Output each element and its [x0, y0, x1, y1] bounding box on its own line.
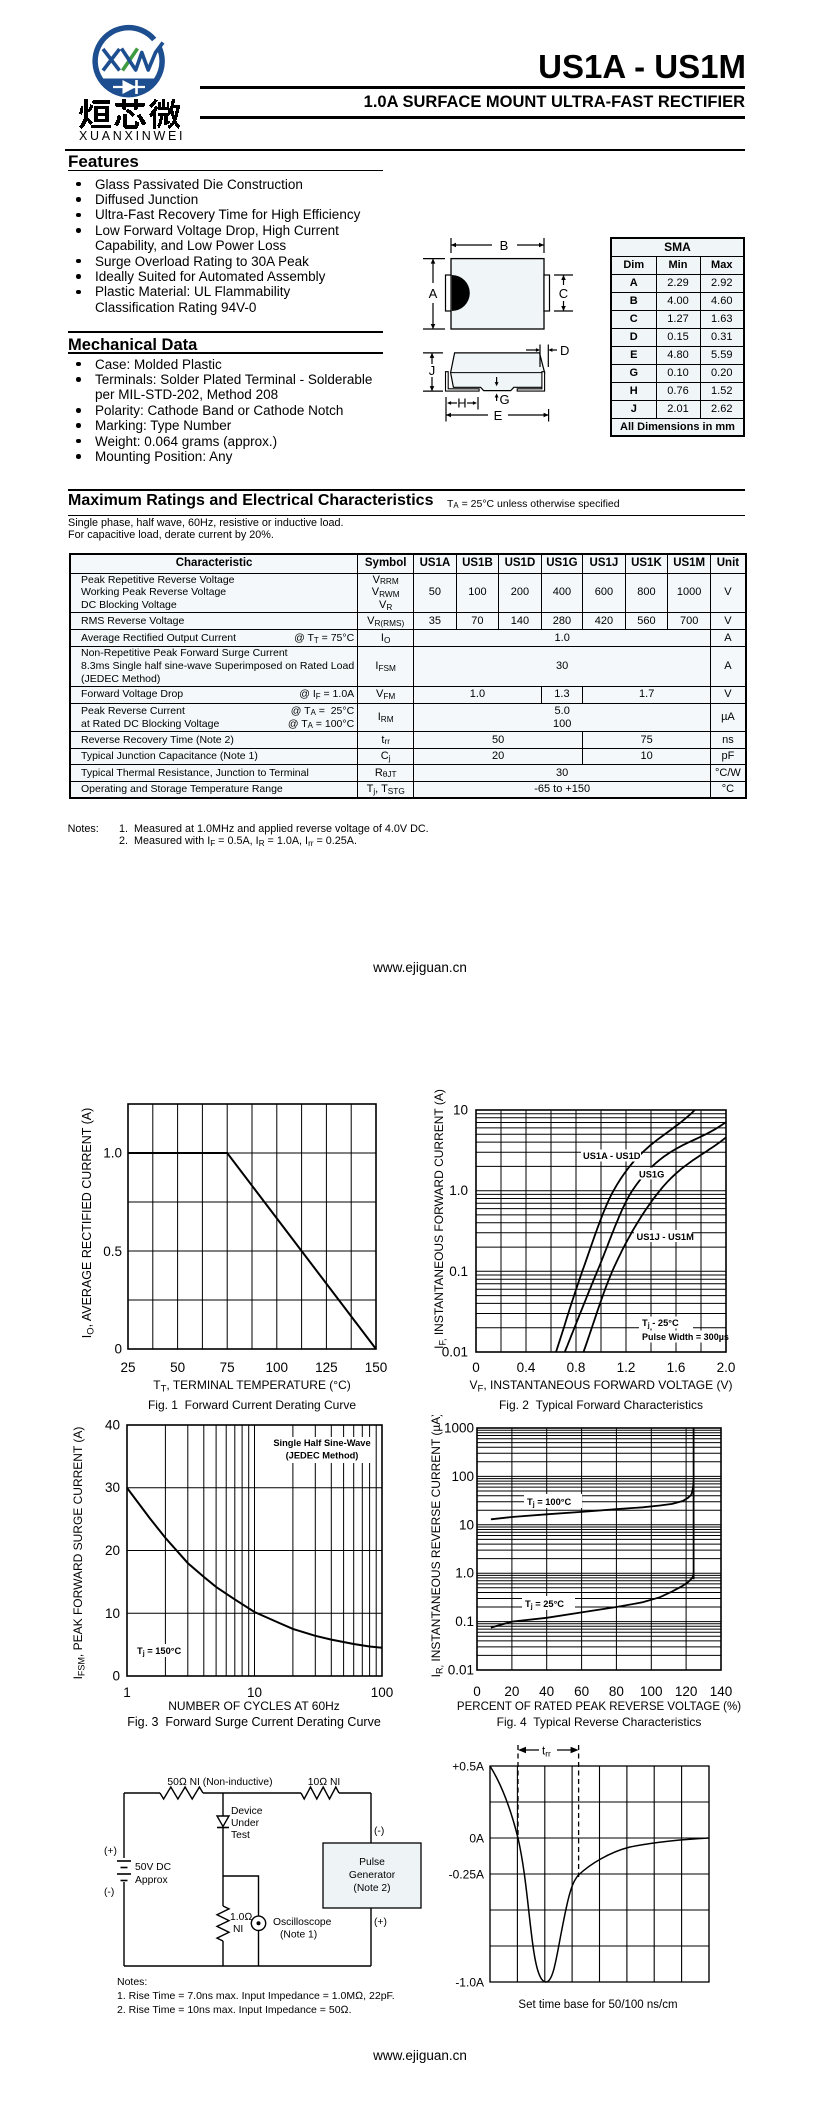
svg-text:VF, INSTANTANEOUS FORWARD VOLT: VF, INSTANTANEOUS FORWARD VOLTAGE (V)	[470, 1378, 733, 1395]
svg-text:US1A - US1D: US1A - US1D	[583, 1151, 641, 1161]
svg-text:120: 120	[675, 1684, 698, 1699]
svg-text:H: H	[457, 396, 466, 411]
svg-text:Pulse: Pulse	[359, 1857, 385, 1868]
svg-text:0.1: 0.1	[455, 1614, 474, 1629]
svg-text:XUANXINWEI: XUANXINWEI	[79, 129, 185, 143]
svg-text:10Ω NI: 10Ω NI	[308, 1777, 341, 1788]
svg-text:50Ω NI (Non-inductive): 50Ω NI (Non-inductive)	[167, 1777, 272, 1788]
svg-text:100: 100	[451, 1469, 474, 1484]
svg-text:25: 25	[120, 1360, 135, 1375]
svg-text:50V DC: 50V DC	[135, 1862, 172, 1873]
svg-text:Fig. 2 Typical Forward Charac: Fig. 2 Typical Forward Characteristics	[499, 1398, 703, 1412]
svg-text:IR, INSTANTANEOUS REVERSE CURR: IR, INSTANTANEOUS REVERSE CURRENT (µA)	[429, 1415, 445, 1677]
svg-text:NUMBER OF CYCLES AT 60Hz: NUMBER OF CYCLES AT 60Hz	[168, 1699, 340, 1713]
svg-text:B: B	[500, 238, 509, 253]
svg-text:100: 100	[266, 1360, 289, 1375]
svg-text:Fig. 3 Forward Surge Current: Fig. 3 Forward Surge Current Derating Cu…	[127, 1715, 381, 1729]
svg-text:IO, AVERAGE RECTIFIED CURRENT: IO, AVERAGE RECTIFIED CURRENT (A)	[80, 1108, 97, 1339]
svg-text:1.0Ω: 1.0Ω	[230, 1912, 252, 1923]
svg-text:Tj = 100°C: Tj = 100°C	[527, 1497, 571, 1509]
svg-text:150: 150	[365, 1360, 388, 1375]
svg-text:Fig. 4 Typical Reverse Charac: Fig. 4 Typical Reverse Characteristics	[497, 1715, 702, 1729]
svg-text:Notes:: Notes:	[117, 1976, 147, 1988]
svg-text:Generator: Generator	[349, 1870, 396, 1881]
svg-text:40: 40	[105, 1418, 120, 1433]
svg-text:Tj - 25°C: Tj - 25°C	[642, 1318, 679, 1330]
svg-text:1.2: 1.2	[617, 1360, 636, 1375]
svg-text:20: 20	[105, 1543, 120, 1558]
svg-text:Device: Device	[231, 1806, 263, 1817]
svg-text:0.01: 0.01	[448, 1663, 474, 1678]
svg-text:10: 10	[247, 1685, 262, 1700]
svg-text:125: 125	[315, 1360, 338, 1375]
svg-text:0.4: 0.4	[517, 1360, 536, 1375]
svg-text:Under: Under	[231, 1818, 260, 1829]
svg-text:1.0: 1.0	[449, 1183, 468, 1198]
svg-text:1: 1	[123, 1685, 131, 1700]
svg-text:US1J - US1M: US1J - US1M	[637, 1232, 695, 1242]
svg-text:Fig. 1 Forward Current Derati: Fig. 1 Forward Current Derating Curve	[148, 1398, 356, 1412]
svg-text:(-): (-)	[104, 1887, 114, 1898]
svg-text:50: 50	[170, 1360, 185, 1375]
svg-text:A: A	[429, 286, 438, 301]
svg-text:(+): (+)	[104, 1846, 117, 1857]
svg-text:40: 40	[539, 1684, 554, 1699]
svg-text:2. Rise Time = 10ns max. Input: 2. Rise Time = 10ns max. Input Impedance…	[117, 2004, 352, 2016]
svg-text:10: 10	[459, 1517, 474, 1532]
svg-text:Tj = 150°C: Tj = 150°C	[137, 1646, 181, 1658]
svg-text:0.5: 0.5	[103, 1244, 122, 1259]
svg-text:20: 20	[504, 1684, 519, 1699]
svg-text:0.8: 0.8	[567, 1360, 586, 1375]
svg-text:Test: Test	[231, 1830, 250, 1841]
svg-text:0: 0	[473, 1684, 481, 1699]
svg-text:10: 10	[453, 1103, 468, 1118]
svg-text:G: G	[500, 392, 510, 407]
svg-text:2.0: 2.0	[717, 1360, 736, 1375]
svg-text:Tj = 25°C: Tj = 25°C	[525, 1599, 564, 1611]
svg-text:60: 60	[574, 1684, 589, 1699]
svg-text:(JEDEC Method): (JEDEC Method)	[286, 1451, 359, 1461]
svg-text:100: 100	[371, 1685, 394, 1700]
svg-text:30: 30	[105, 1480, 120, 1495]
svg-text:Pulse Width = 300µs: Pulse Width = 300µs	[642, 1332, 729, 1342]
svg-text:100: 100	[640, 1684, 663, 1699]
svg-text:Approx: Approx	[135, 1875, 168, 1886]
svg-text:TT, TERMINAL TEMPERATURE (°C): TT, TERMINAL TEMPERATURE (°C)	[153, 1378, 351, 1395]
svg-text:Set time base for 50/100 ns/cm: Set time base for 50/100 ns/cm	[518, 1999, 677, 2011]
svg-text:1.0: 1.0	[103, 1146, 122, 1161]
svg-text:NI: NI	[233, 1924, 243, 1935]
svg-text:0: 0	[114, 1342, 122, 1357]
svg-text:Single Half Sine-Wave: Single Half Sine-Wave	[273, 1438, 370, 1448]
svg-text:0A: 0A	[469, 1832, 484, 1846]
svg-text:1000: 1000	[444, 1421, 474, 1436]
svg-text:C: C	[559, 286, 568, 301]
svg-text:(Note 1): (Note 1)	[280, 1930, 317, 1941]
svg-text:+0.5A: +0.5A	[452, 1760, 484, 1774]
svg-text:0: 0	[112, 1669, 120, 1684]
svg-text:1. Rise Time = 7.0ns max. Inpu: 1. Rise Time = 7.0ns max. Input Impedanc…	[117, 1990, 395, 2002]
svg-text:-1.0A: -1.0A	[455, 1976, 484, 1990]
svg-text:IF, INSTANTANEOUS FORWARD CURR: IF, INSTANTANEOUS FORWARD CURRENT (A)	[432, 1089, 448, 1349]
svg-text:0.01: 0.01	[442, 1345, 468, 1360]
svg-text:trr: trr	[542, 1746, 551, 1759]
svg-text:J: J	[429, 363, 436, 378]
svg-text:1.0: 1.0	[455, 1566, 474, 1581]
svg-text:140: 140	[710, 1684, 733, 1699]
svg-text:0: 0	[472, 1360, 480, 1375]
svg-text:(-): (-)	[374, 1826, 384, 1837]
svg-text:(Note 2): (Note 2)	[353, 1883, 390, 1894]
svg-text:10: 10	[105, 1606, 120, 1621]
svg-text:1.6: 1.6	[667, 1360, 686, 1375]
svg-text:US1G: US1G	[639, 1170, 664, 1180]
svg-text:IFSM, PEAK FORWARD SURGE CURRE: IFSM, PEAK FORWARD SURGE CURRENT (A)	[71, 1427, 87, 1680]
svg-text:Oscilloscope: Oscilloscope	[273, 1917, 332, 1928]
svg-text:-0.25A: -0.25A	[449, 1868, 484, 1882]
svg-text:PERCENT OF RATED PEAK REVERSE: PERCENT OF RATED PEAK REVERSE VOLTAGE (%…	[457, 1701, 741, 1713]
svg-text:D: D	[560, 343, 569, 358]
svg-text:(+): (+)	[374, 1917, 387, 1928]
svg-text:E: E	[494, 408, 503, 423]
svg-text:80: 80	[609, 1684, 624, 1699]
svg-text:75: 75	[220, 1360, 235, 1375]
svg-text:0.1: 0.1	[449, 1264, 468, 1279]
